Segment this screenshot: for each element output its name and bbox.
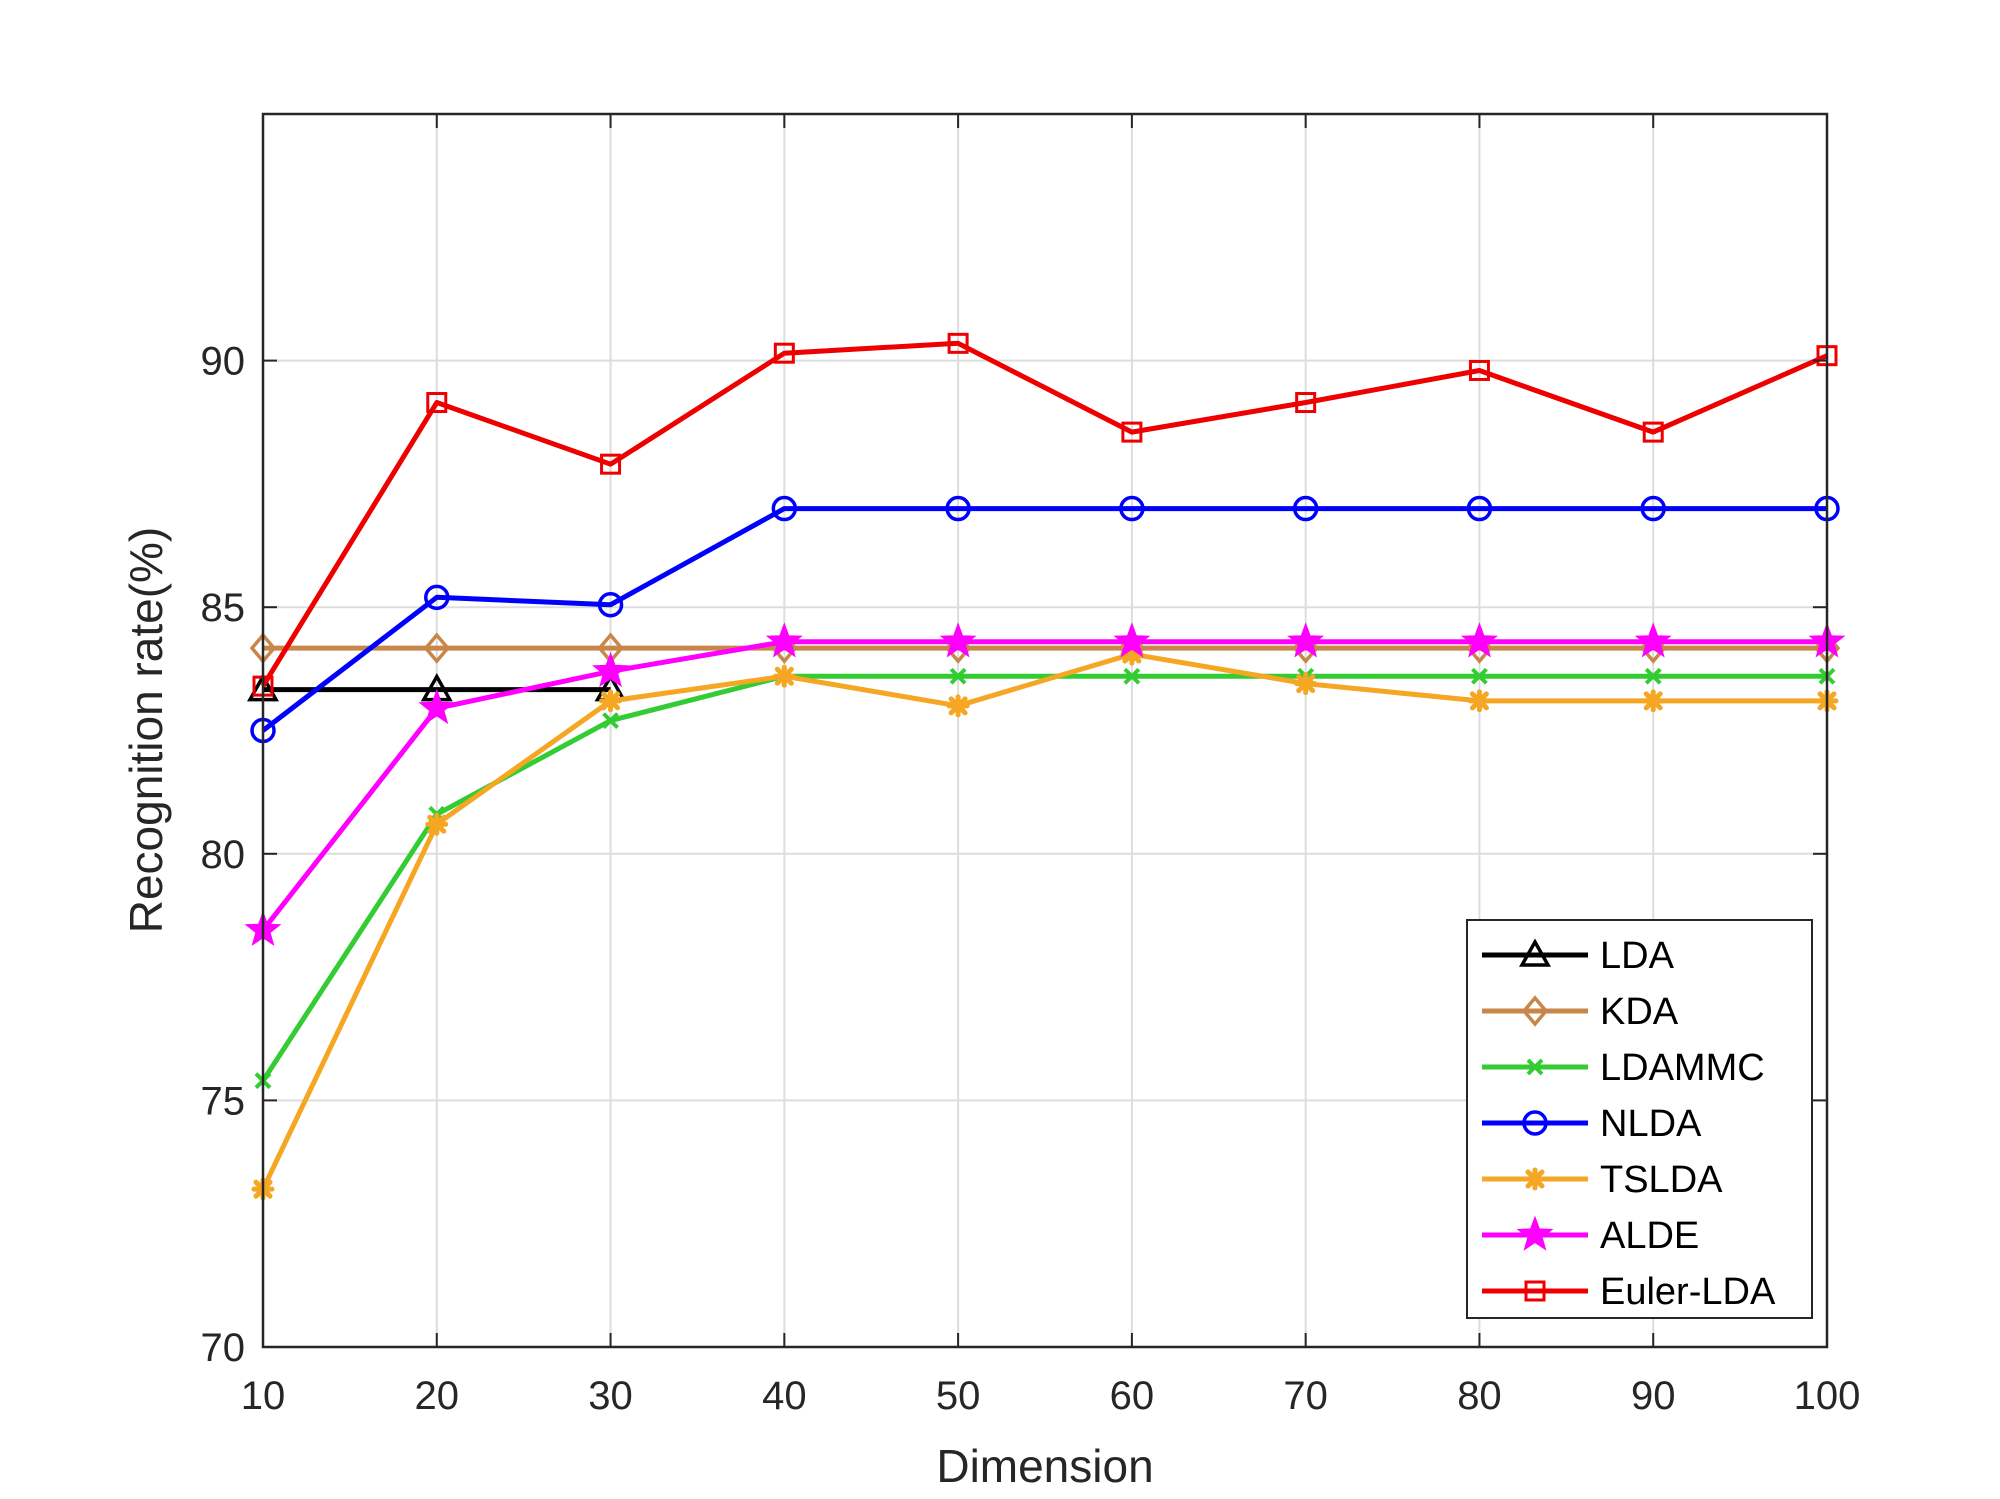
data-point (1466, 495, 1493, 522)
data-point (1287, 622, 1325, 658)
legend-entry: LDA (1482, 935, 1675, 977)
legend-marker (1524, 1280, 1546, 1302)
legend-label: NLDA (1600, 1103, 1702, 1145)
data-point (949, 667, 967, 685)
legend-marker (1519, 938, 1551, 967)
grid (263, 114, 1827, 1347)
x-tick-label: 100 (1794, 1374, 1861, 1418)
series-line (260, 651, 1827, 1191)
legend-label: LDA (1600, 935, 1675, 977)
data-point (1120, 642, 1144, 666)
y-axis-title: Recognition rate(%) (120, 527, 172, 934)
legend-label: LDAMMC (1600, 1047, 1765, 1089)
legend-marker (1521, 995, 1549, 1027)
data-point (425, 812, 449, 836)
data-point (424, 584, 450, 611)
data-point (1294, 672, 1318, 696)
legend-entry: KDA (1482, 991, 1679, 1033)
data-point (1292, 495, 1319, 522)
y-tick-label: 90 (201, 340, 246, 384)
data-point (1467, 689, 1491, 713)
legend-entry: ALDE (1482, 1215, 1699, 1257)
x-tick-label: 40 (762, 1374, 807, 1418)
y-tick-label: 85 (201, 586, 246, 630)
series-line (260, 340, 1829, 688)
data-point (1471, 667, 1488, 685)
data-point (945, 495, 971, 522)
legend-label: TSLDA (1600, 1159, 1723, 1201)
data-point (1121, 421, 1143, 443)
data-point (771, 495, 798, 522)
data-point (1468, 359, 1490, 381)
legend-label: KDA (1600, 991, 1679, 1033)
data-point (418, 688, 456, 725)
data-point (1123, 667, 1141, 685)
data-point (765, 622, 803, 658)
data-point (1113, 622, 1151, 658)
legend-entry: Euler-LDA (1482, 1271, 1776, 1313)
data-point (592, 651, 630, 688)
y-tick-label: 75 (201, 1079, 246, 1123)
data-point (1634, 622, 1672, 658)
legend-entry: LDAMMC (1482, 1047, 1765, 1089)
data-point (1295, 392, 1317, 414)
data-point (602, 712, 619, 730)
data-point (1641, 689, 1665, 713)
y-tick-label: 70 (201, 1326, 246, 1370)
data-point (1119, 495, 1145, 522)
x-tick-label: 50 (936, 1374, 981, 1418)
data-point (597, 591, 624, 618)
data-point (947, 332, 969, 354)
x-tick-label: 70 (1283, 1374, 1328, 1418)
data-point (599, 689, 623, 713)
x-axis-title: Dimension (936, 1440, 1153, 1492)
legend-entry: TSLDA (1482, 1159, 1723, 1201)
data-point (1644, 667, 1662, 685)
data-point (426, 392, 448, 414)
data-point (1640, 495, 1666, 522)
x-tick-label: 20 (415, 1374, 460, 1418)
axis-ticks: 10 20 30 40 50 60 70 80 90 100 70 75 80 85 90 (201, 114, 1861, 1418)
data-point (600, 453, 622, 475)
series-line (261, 639, 1827, 932)
x-tick-label: 80 (1457, 1374, 1502, 1418)
x-tick-label: 10 (241, 1374, 286, 1418)
legend: LDA KDA LDAMMC NLDA TSLDA ALDE Euler-LDA (1466, 919, 1813, 1319)
y-tick-label: 80 (201, 833, 246, 877)
series-line (261, 506, 1827, 733)
plot-frame (261, 112, 1829, 1349)
data-point (1460, 622, 1498, 658)
series-line (260, 673, 1827, 1083)
legend-marker (1523, 1167, 1547, 1191)
x-tick-label: 30 (588, 1374, 633, 1418)
x-tick-label: 90 (1631, 1374, 1676, 1418)
legend-entry: NLDA (1482, 1103, 1702, 1145)
data-point (772, 664, 796, 688)
legend-marker (1516, 1215, 1554, 1251)
data-point (423, 632, 451, 664)
data-point (939, 622, 977, 658)
data-point (1642, 421, 1664, 443)
legend-label: Euler-LDA (1600, 1271, 1776, 1313)
data-point (773, 342, 795, 364)
x-tick-label: 60 (1110, 1374, 1155, 1418)
legend-marker (1526, 1058, 1544, 1076)
data-point (946, 694, 970, 718)
legend-marker (1522, 1110, 1548, 1136)
legend-label: ALDE (1600, 1215, 1699, 1257)
series-layer (244, 332, 1846, 1201)
